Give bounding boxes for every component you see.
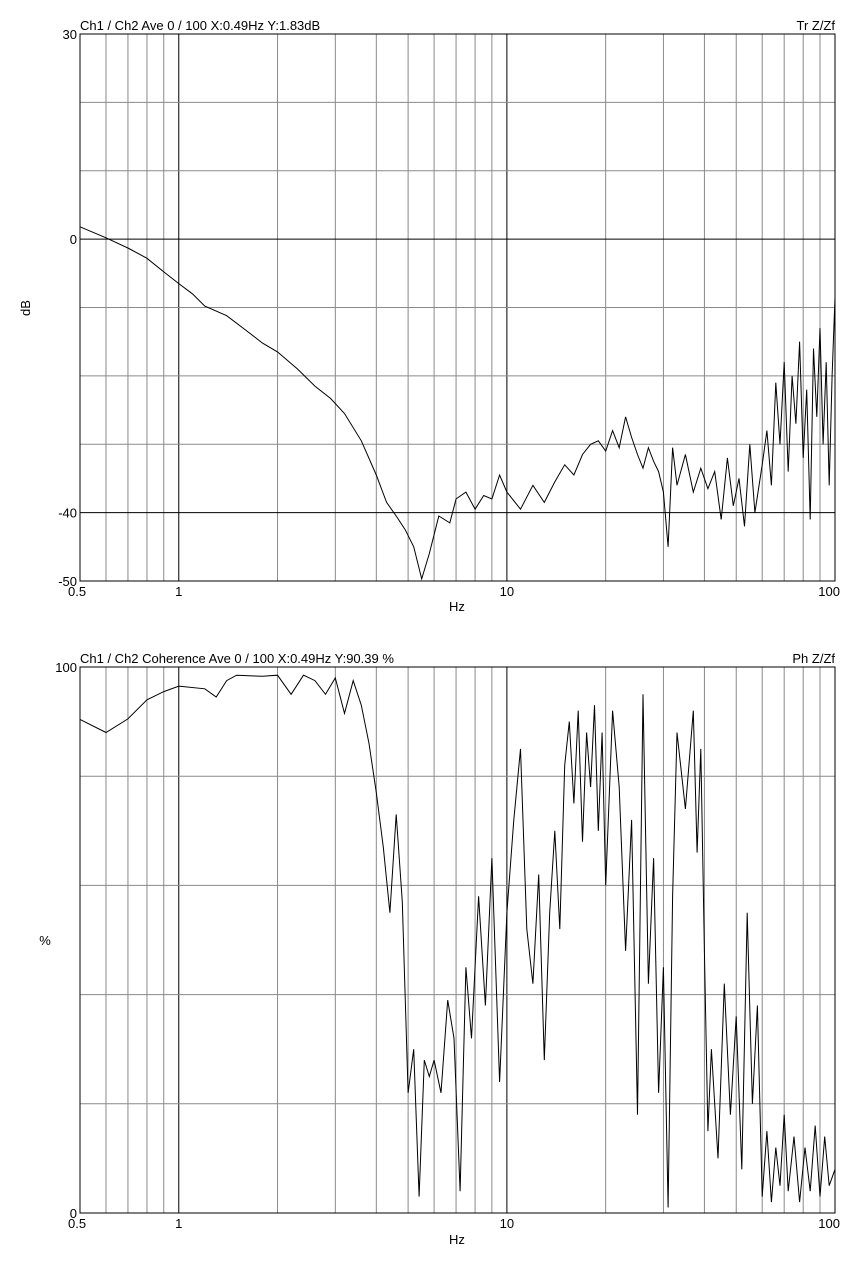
x-tick-label: 100 [818, 1216, 840, 1231]
x-tick-label: 100 [818, 584, 840, 599]
x-tick-label: 1 [175, 1216, 182, 1231]
y-tick-label: 0 [70, 1206, 77, 1221]
x-tick-label: 0.5 [68, 584, 86, 599]
chart-panel-2: Ch1 / Ch2 Coherence Ave 0 / 100 X:0.49Hz… [39, 651, 840, 1247]
y-axis-label: % [39, 933, 51, 948]
x-axis-label: Hz [449, 1232, 465, 1247]
mode-label: Ph Z/Zf [792, 651, 835, 666]
y-tick-label: 100 [55, 660, 77, 675]
series-line-1 [79, 674, 836, 1208]
y-axis-label: dB [18, 300, 33, 316]
plot-frame [79, 666, 836, 1214]
x-tick-label: 10 [500, 584, 514, 599]
y-tick-label: -40 [58, 506, 77, 521]
chart-header: Ch1 / Ch2 Coherence Ave 0 / 100 X:0.49Hz… [80, 651, 394, 666]
chart-header: Ch1 / Ch2 Ave 0 / 100 X:0.49Hz Y:1.83dB [80, 18, 320, 33]
chart-panel-1: Ch1 / Ch2 Ave 0 / 100 X:0.49Hz Y:1.83dB T… [18, 18, 840, 614]
y-tick-label: 0 [70, 232, 77, 247]
x-tick-label: 10 [500, 1216, 514, 1231]
y-tick-label: 30 [63, 27, 77, 42]
x-tick-label: 0.5 [68, 1216, 86, 1231]
mode-label: Tr Z/Zf [796, 18, 835, 33]
x-tick-label: 1 [175, 584, 182, 599]
y-tick-label: -50 [58, 574, 77, 589]
x-axis-label: Hz [449, 599, 465, 614]
series-line-1 [79, 226, 836, 581]
